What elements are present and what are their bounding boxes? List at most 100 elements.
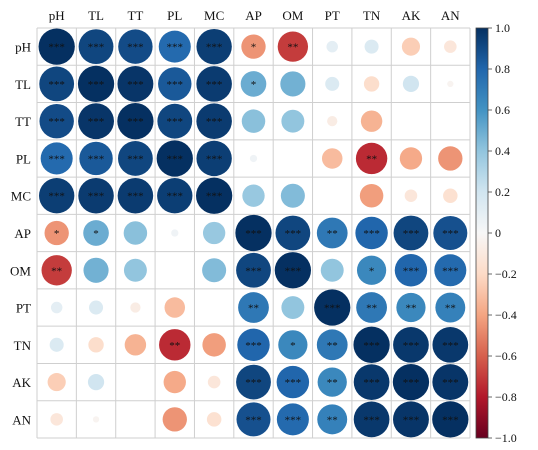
column-label-TL: TL [88, 8, 104, 23]
column-label-TT: TT [127, 8, 143, 23]
row-label-PL: PL [16, 151, 31, 166]
significance-mark-OM-TN: * [369, 265, 375, 277]
corr-circle-pH-AP [241, 34, 266, 59]
corr-circle-pH-TT [118, 29, 153, 64]
corr-circle-MC-MC [195, 177, 233, 214]
significance-mark-PT-PT: *** [324, 303, 341, 315]
significance-mark-PL-TL: *** [88, 153, 105, 165]
corr-circle-OM-AP [236, 252, 271, 288]
significance-mark-TN-OM: * [290, 340, 296, 352]
corr-circle-MC-TL [78, 177, 114, 214]
significance-mark-PL-MC: *** [206, 153, 223, 165]
row-label-TL: TL [15, 77, 31, 92]
corr-circle-OM-AK [394, 254, 428, 287]
corr-circle-AK-pH [47, 373, 66, 392]
corr-circle-AN-TN [353, 401, 390, 438]
significance-mark-PT-TN: ** [366, 303, 377, 315]
significance-mark-pH-AP: * [251, 42, 257, 54]
corr-circle-MC-AN [443, 188, 458, 203]
corr-circle-OM-TT [123, 258, 147, 282]
significance-mark-AK-OM: *** [285, 377, 302, 389]
significance-mark-OM-AP: *** [245, 265, 262, 277]
corr-circle-AK-AK [392, 363, 430, 401]
significance-mark-PL-TN: ** [366, 153, 377, 165]
corr-circle-TN-AN [432, 326, 469, 363]
significance-mark-PT-AK: ** [405, 303, 416, 315]
corr-circle-OM-TN [356, 255, 387, 285]
corr-circle-pH-MC [196, 28, 232, 65]
corr-circle-PT-PT [314, 289, 351, 326]
corr-circle-TL-AK [402, 75, 420, 93]
significance-mark-AN-TN: *** [363, 414, 380, 426]
significance-mark-MC-pH: *** [48, 191, 65, 203]
colorbar-tick-label: 0.6 [495, 103, 510, 117]
corr-circle-AP-MC [202, 221, 226, 245]
corr-circle-PL-TT [118, 141, 153, 176]
corr-circle-PL-TL [79, 141, 113, 176]
corr-circle-MC-pH [39, 178, 75, 214]
corr-circle-pH-PL [158, 30, 191, 63]
corr-circle-TN-AP [237, 328, 270, 362]
colorbar-tick-label: −0.2 [495, 267, 517, 281]
corr-circle-AP-TN [355, 216, 388, 250]
corr-circle-TT-pH [39, 103, 74, 139]
significance-mark-TL-TL: *** [88, 79, 105, 91]
corr-circle-OM-PT [320, 258, 344, 282]
significance-mark-TT-TT: *** [127, 116, 144, 128]
corr-circle-TL-AN [447, 80, 454, 88]
corr-circle-PT-AN [435, 292, 466, 323]
corr-circle-AP-TT [123, 221, 148, 245]
corr-circle-AN-MC [206, 412, 222, 427]
corr-circle-PT-TL [89, 300, 104, 315]
corr-circle-TN-PT [316, 329, 348, 361]
column-label-AN: AN [441, 8, 460, 23]
colorbar: 1.0 0.8 0.6 0.4 0.2 0 −0.2 −0.4 −0.6 −0.8 −1.0 [475, 21, 517, 445]
corr-circle-AP-pH [44, 220, 69, 246]
row-label-AN: AN [12, 412, 31, 427]
significance-mark-OM-AN: *** [442, 265, 459, 277]
significance-mark-PL-TT: *** [127, 153, 144, 165]
significance-mark-pH-pH: *** [48, 42, 65, 54]
column-label-MC: MC [204, 8, 224, 23]
significance-mark-TL-AP: * [251, 79, 257, 91]
corr-circle-PT-AK [396, 292, 426, 323]
significance-mark-pH-TT: *** [127, 42, 144, 54]
corr-circle-TL-PT [325, 76, 340, 91]
corr-circle-PL-PL [156, 140, 193, 177]
corr-circle-PL-TN [355, 142, 388, 175]
significance-mark-AP-PT: ** [327, 228, 338, 240]
corr-circle-AK-TN [353, 364, 390, 400]
corr-circle-AN-PL [162, 407, 187, 432]
significance-mark-TN-AN: *** [442, 340, 459, 352]
column-label-OM: OM [282, 8, 303, 23]
corr-circle-OM-TL [83, 257, 109, 283]
corr-circle-pH-AN [444, 40, 457, 53]
corr-circle-TT-PT [327, 116, 338, 127]
corr-circle-TN-OM [278, 330, 308, 360]
corr-circle-pH-AK [401, 37, 421, 56]
corr-circle-TL-AP [240, 71, 267, 97]
significance-mark-pH-MC: *** [206, 42, 223, 54]
row-label-MC: MC [11, 189, 31, 204]
row-label-TT: TT [15, 114, 31, 129]
corr-circle-AK-TL [87, 373, 105, 391]
corr-circle-pH-TL [78, 29, 114, 65]
significance-mark-pH-PL: *** [167, 42, 184, 54]
significance-mark-PT-AP: ** [248, 303, 259, 315]
row-label-TN: TN [14, 338, 32, 353]
corr-circle-TN-AK [393, 326, 429, 363]
row-label-AK: AK [12, 375, 31, 390]
significance-mark-OM-OM: *** [285, 265, 302, 277]
corr-circle-MC-TN [359, 183, 384, 208]
significance-mark-MC-MC: *** [206, 191, 223, 203]
corr-circle-OM-AN [434, 254, 467, 287]
corr-circle-AK-PL [163, 370, 186, 394]
significance-marks: *** *** *** *** *** * ***** *** *** *** *** **** ***… [48, 42, 458, 427]
corr-circle-PL-AP [249, 154, 258, 163]
corr-circle-TT-TN [360, 110, 383, 132]
corr-circle-PT-OM [281, 296, 305, 320]
column-label-AP: AP [245, 8, 262, 23]
significance-mark-AP-TN: *** [363, 228, 380, 240]
significance-mark-AK-AN: *** [442, 377, 459, 389]
